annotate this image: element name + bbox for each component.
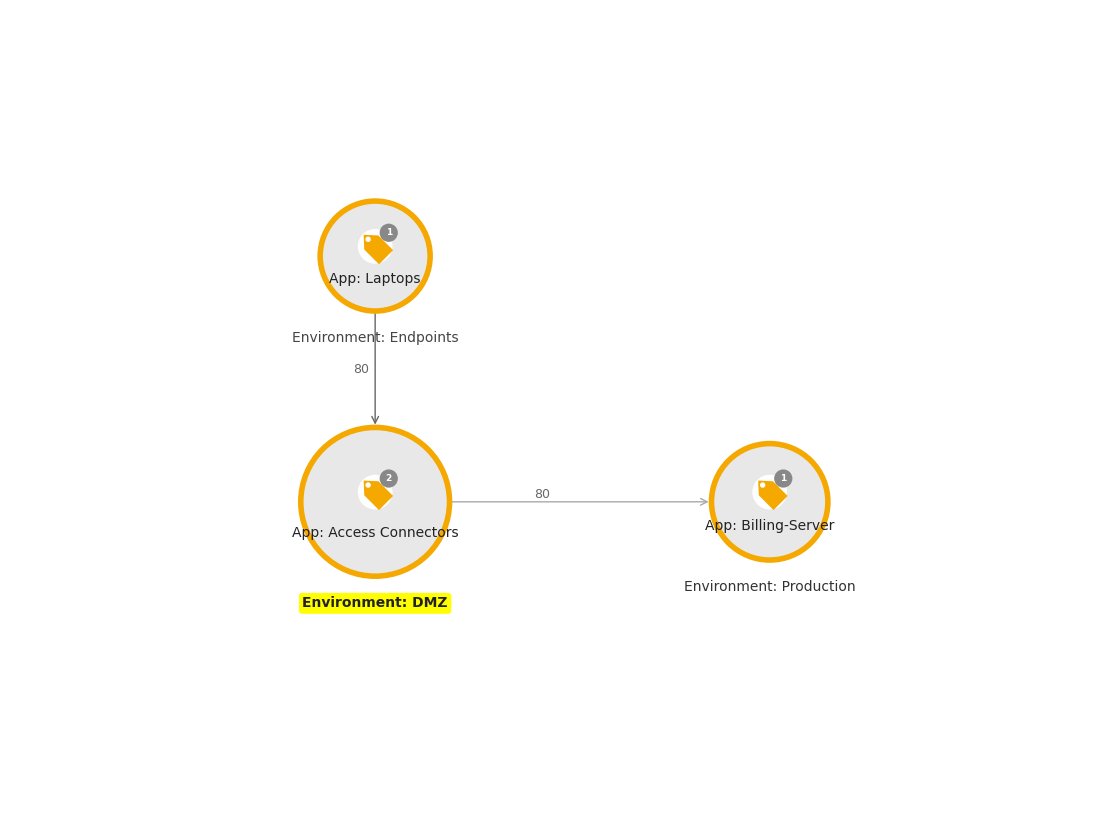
Text: Environment: DMZ: Environment: DMZ bbox=[302, 596, 448, 611]
Circle shape bbox=[380, 224, 397, 241]
Circle shape bbox=[358, 475, 392, 509]
Circle shape bbox=[380, 470, 397, 487]
Text: 1: 1 bbox=[781, 474, 786, 483]
Circle shape bbox=[366, 237, 370, 241]
Text: 1: 1 bbox=[385, 228, 392, 237]
Polygon shape bbox=[759, 480, 787, 510]
Text: App: Access Connectors: App: Access Connectors bbox=[292, 526, 459, 540]
Polygon shape bbox=[363, 480, 393, 510]
Circle shape bbox=[761, 483, 764, 487]
Text: Environment: Endpoints: Environment: Endpoints bbox=[292, 331, 459, 345]
Text: App: Billing-Server: App: Billing-Server bbox=[705, 519, 834, 533]
Text: App: Laptops: App: Laptops bbox=[329, 272, 421, 286]
Text: Environment: Production: Environment: Production bbox=[684, 580, 855, 594]
Circle shape bbox=[358, 229, 392, 263]
Polygon shape bbox=[363, 235, 393, 265]
Text: 80: 80 bbox=[352, 363, 369, 375]
Text: 80: 80 bbox=[534, 487, 550, 501]
Circle shape bbox=[301, 428, 449, 576]
Circle shape bbox=[366, 483, 370, 487]
Circle shape bbox=[753, 475, 786, 509]
Circle shape bbox=[321, 201, 430, 311]
Circle shape bbox=[775, 470, 792, 487]
Circle shape bbox=[712, 444, 828, 560]
Text: 2: 2 bbox=[385, 474, 392, 483]
